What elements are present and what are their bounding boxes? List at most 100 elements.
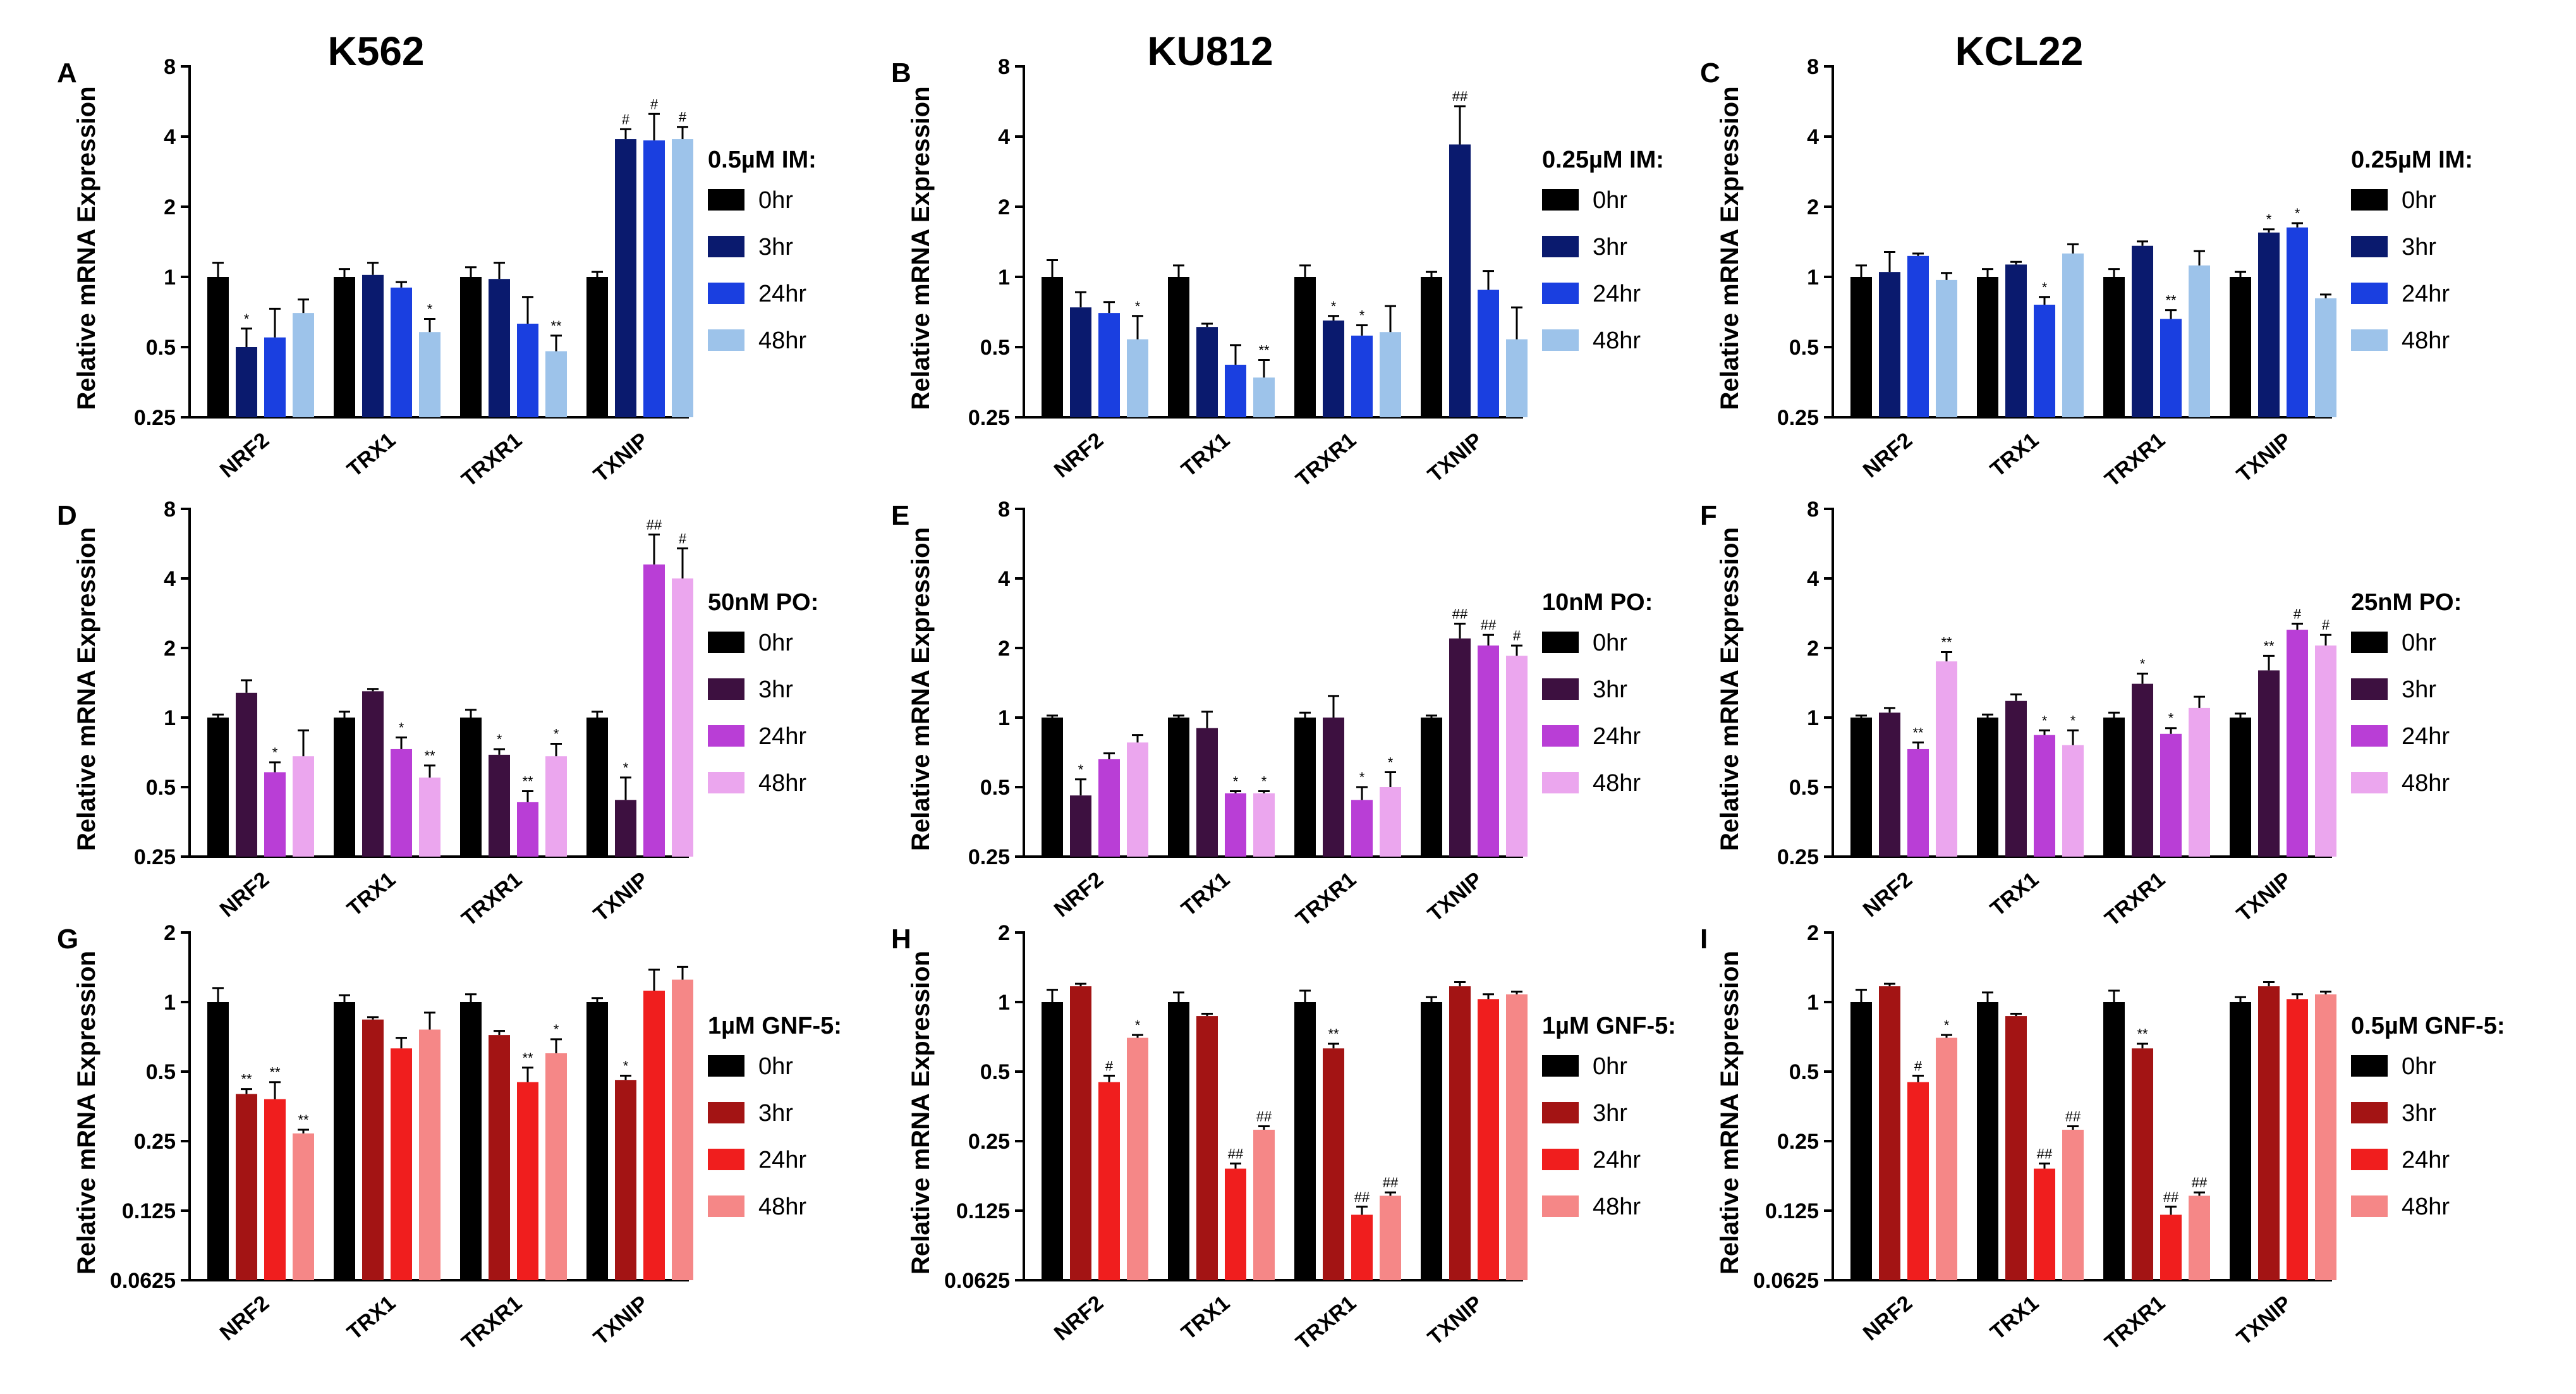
legend-swatch [2351, 1195, 2388, 1217]
legend-swatch [2351, 283, 2388, 304]
significance-label: # [679, 109, 687, 125]
significance-label: ## [1452, 89, 1468, 104]
x-tick-label: NRF2 [1859, 867, 1917, 922]
x-tick-label: TRX1 [1986, 867, 2043, 921]
bar-trxr1-24hr [1351, 1214, 1373, 1280]
legend-swatch [1542, 1149, 1579, 1170]
bar-nrf2-3hr [236, 1094, 257, 1280]
bar-trxr1-24hr [2160, 733, 2182, 857]
significance-label: # [2322, 617, 2330, 633]
legend-swatch [1542, 189, 1579, 211]
significance-label: ** [1258, 342, 1270, 358]
y-tick-label: 4 [998, 567, 1010, 591]
bar-trxr1-24hr [517, 323, 538, 417]
bar-trx1-24hr [2034, 735, 2055, 857]
bar-trxr1-24hr [2160, 319, 2182, 417]
legend-swatch [708, 1149, 744, 1170]
legend-label: 48hr [758, 770, 806, 797]
bar-nrf2-0hr [1850, 718, 1872, 857]
legend-label: 3hr [1593, 676, 1627, 703]
x-tick-label: NRF2 [216, 428, 274, 482]
bar-trxr1-48hr [545, 351, 567, 417]
significance-label: * [1261, 773, 1267, 789]
bar-trx1-48hr [1253, 377, 1275, 417]
bar-txnip-48hr [1506, 656, 1528, 857]
legend-label: 0hr [2402, 630, 2436, 656]
bar-nrf2-48hr [293, 756, 314, 857]
bar-nrf2-24hr [1098, 1082, 1120, 1280]
legend-label: 48hr [2402, 770, 2450, 797]
y-tick-label: 0.5 [980, 776, 1010, 800]
legend-swatch [708, 283, 744, 304]
bar-trx1-3hr [362, 1019, 384, 1280]
bar-nrf2-24hr [264, 1099, 286, 1280]
x-tick-label: TRX1 [1986, 1291, 2043, 1345]
bar-txnip-3hr [2258, 232, 2280, 417]
bar-txnip-48hr [672, 578, 693, 857]
significance-label: * [2140, 656, 2146, 671]
x-tick-label: TRXR1 [2100, 1291, 2170, 1355]
bar-txnip-3hr [615, 1080, 636, 1280]
y-axis-label: Relative mRNA Expression [907, 86, 935, 410]
bar-trx1-48hr [419, 1029, 440, 1280]
x-tick-label: TXNIP [589, 428, 653, 487]
panel-letter: C [1700, 58, 1720, 89]
significance-label: * [272, 745, 278, 761]
y-tick-label: 2 [1807, 195, 1819, 219]
significance-label: ## [1452, 606, 1468, 621]
legend-swatch [708, 1102, 744, 1123]
bar-trxr1-24hr [1351, 335, 1373, 417]
legend-title: 1µM GNF-5: [1542, 1013, 1676, 1039]
y-tick-label: 2 [998, 921, 1010, 945]
y-tick-label: 0.25 [134, 1130, 176, 1154]
bar-txnip-0hr [586, 277, 608, 417]
significance-label: * [244, 311, 250, 327]
bar-txnip-3hr [1449, 638, 1471, 857]
bar-nrf2-24hr [1907, 749, 1929, 857]
y-tick-label: 0.25 [1777, 1130, 1819, 1154]
bar-trx1-0hr [334, 277, 355, 417]
bar-trx1-24hr [1225, 793, 1246, 857]
bar-trx1-0hr [1168, 277, 1189, 417]
bar-trxr1-0hr [460, 718, 482, 857]
x-tick-label: TRX1 [1177, 1291, 1234, 1345]
y-tick-label: 0.5 [1789, 1060, 1819, 1084]
legend-swatch [708, 236, 744, 257]
legend-swatch [708, 1195, 744, 1217]
significance-label: * [1135, 1017, 1141, 1033]
y-tick-label: 0.25 [968, 845, 1010, 869]
significance-label: * [1359, 769, 1365, 785]
significance-label: * [2168, 711, 2174, 726]
y-tick-label: 1 [164, 706, 176, 730]
legend-swatch [1542, 283, 1579, 304]
legend-label: 3hr [2402, 676, 2436, 703]
bar-trxr1-3hr [489, 1035, 510, 1280]
legend-swatch [708, 725, 744, 747]
bar-trx1-48hr [1253, 793, 1275, 857]
bar-trx1-0hr [1168, 718, 1189, 857]
bar-nrf2-3hr [1879, 712, 1900, 857]
x-tick-label: TXNIP [2232, 428, 2296, 487]
y-tick-label: 1 [998, 706, 1010, 730]
legend-title: 10nM PO: [1542, 589, 1653, 616]
y-tick-label: 0.25 [968, 406, 1010, 430]
x-tick-label: TXNIP [589, 867, 653, 926]
legend-swatch [2351, 725, 2388, 747]
bar-nrf2-48hr [293, 313, 314, 417]
bar-trx1-0hr [1977, 277, 1998, 417]
legend-swatch [2351, 189, 2388, 211]
significance-label: * [1331, 298, 1337, 314]
bar-trxr1-3hr [2132, 245, 2153, 417]
legend-title: 0.5µM IM: [708, 147, 817, 173]
legend-swatch [708, 632, 744, 653]
legend-swatch [2351, 632, 2388, 653]
bar-trxr1-0hr [1294, 718, 1316, 857]
significance-label: * [554, 726, 559, 742]
significance-label: * [554, 1022, 559, 1037]
significance-label: # [679, 530, 687, 546]
bar-trxr1-48hr [545, 756, 567, 857]
legend-label: 0hr [758, 187, 793, 214]
significance-label: ** [269, 1065, 281, 1080]
